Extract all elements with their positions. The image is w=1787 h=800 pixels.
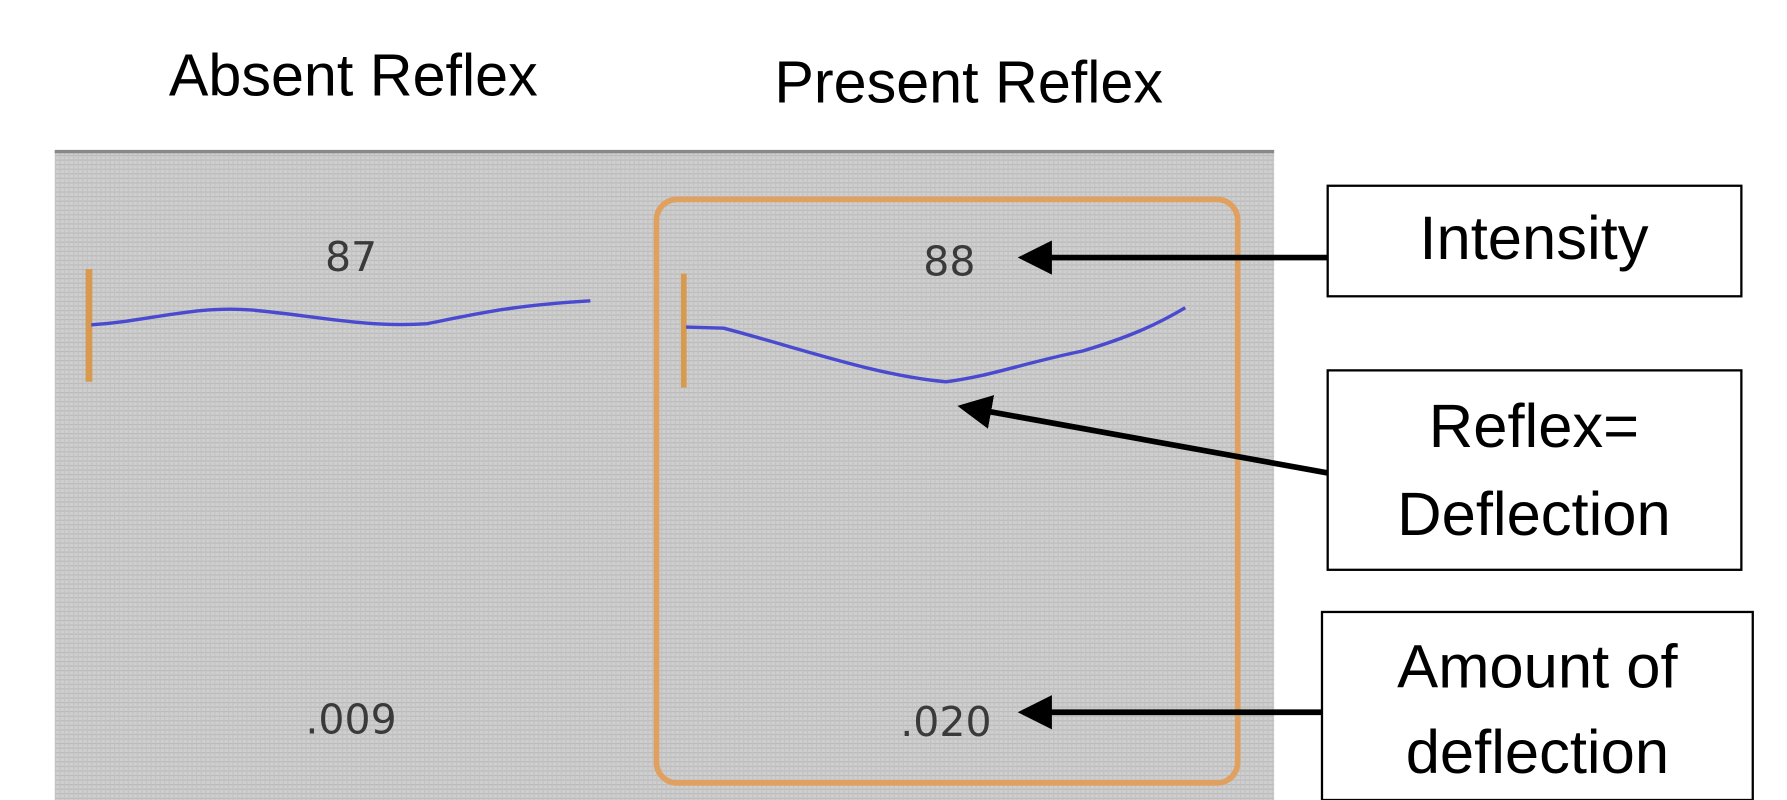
screen-bg <box>55 150 1274 800</box>
annotation-text: deflection <box>1406 718 1669 787</box>
screen: 87 .009 88 .020 <box>55 150 1274 800</box>
annotation-text: Intensity <box>1419 204 1648 273</box>
deflection: .020 <box>900 698 991 746</box>
annotation-text: Deflection <box>1397 480 1671 549</box>
annotation-text: Amount of <box>1397 632 1678 701</box>
heading: Absent Reflex <box>169 41 538 108</box>
deflection: .009 <box>305 696 396 744</box>
intensity: 87 <box>325 233 377 281</box>
annotation-text: Reflex= <box>1429 392 1639 461</box>
intensity: 88 <box>923 237 975 285</box>
heading: Present Reflex <box>774 48 1163 115</box>
page: Absent Reflex Present Reflex 87 .009 88 … <box>0 0 1787 800</box>
